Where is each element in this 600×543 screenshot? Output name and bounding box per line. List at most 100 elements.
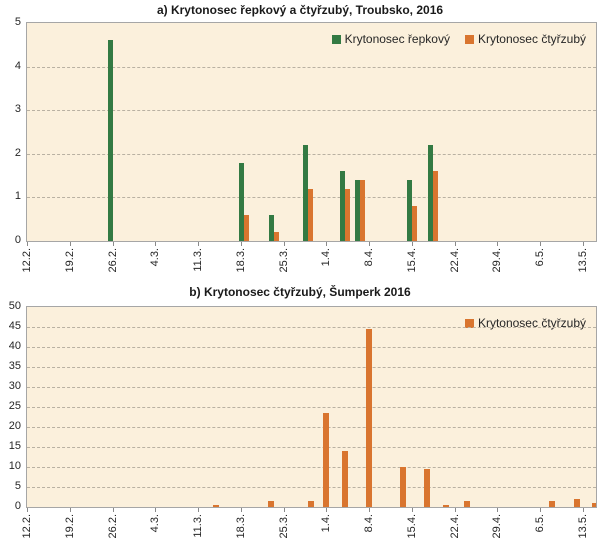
legend-label: Krytonosec řepkový: [344, 32, 450, 46]
bar-krytonosec-epkov-: [269, 214, 275, 241]
chart-b-plot-area: Krytonosec čtyřzubý: [26, 306, 597, 508]
x-tick-label: 18.3.: [234, 514, 247, 539]
x-tick: [454, 508, 456, 512]
bar-krytonosec-epkov-: [303, 145, 309, 241]
gridline: [27, 387, 596, 388]
x-tick: [283, 242, 285, 246]
bar-krytonosec-ty-zub-: [268, 501, 275, 507]
x-tick: [198, 242, 200, 246]
x-tick-label: 26.2.: [106, 248, 119, 273]
x-tick-label: 12.2.: [21, 514, 33, 539]
gridline: [27, 327, 596, 328]
legend-color-swatch: [464, 34, 474, 44]
legend-label: Krytonosec čtyřzubý: [477, 316, 586, 330]
x-tick-label: 4.3.: [149, 248, 162, 267]
x-tick-label: 25.3.: [277, 248, 290, 273]
x-tick-label: 15.4.: [405, 514, 418, 539]
gridline: [27, 467, 596, 468]
x-tick-label: 13.5.: [577, 248, 589, 273]
x-tick: [540, 508, 542, 512]
x-tick-label: 29.4.: [491, 514, 504, 539]
x-tick-label: 13.5.: [577, 514, 589, 539]
y-tick-label: 40: [8, 340, 21, 352]
x-tick: [369, 242, 371, 246]
x-tick-label: 12.2.: [21, 248, 33, 273]
y-tick-label: 50: [8, 300, 21, 312]
y-tick-label: 0: [14, 234, 21, 246]
chart-b-title: b) Krytonosec čtyřzubý, Šumperk 2016: [189, 285, 411, 299]
bar-krytonosec-ty-zub-: [433, 171, 439, 241]
x-tick: [112, 242, 114, 246]
y-tick-label: 5: [14, 16, 21, 28]
y-tick-label: 15: [8, 440, 21, 452]
x-tick: [369, 508, 371, 512]
bar-krytonosec-ty-zub-: [399, 467, 406, 507]
x-tick: [240, 508, 242, 512]
y-tick-label: 4: [14, 59, 21, 72]
legend-color-swatch: [331, 34, 341, 44]
legend-item: Krytonosec čtyřzubý: [464, 316, 586, 330]
y-tick-label: 20: [8, 420, 21, 432]
bar-krytonosec-epkov-: [238, 162, 244, 241]
x-tick: [155, 508, 157, 512]
x-tick-label: 11.3.: [192, 514, 205, 538]
chart-b: b) Krytonosec čtyřzubý, Šumperk 2016 Kry…: [0, 272, 600, 543]
gridline: [27, 447, 596, 448]
x-tick-label: 1.4.: [320, 248, 333, 267]
x-tick: [283, 508, 285, 512]
x-tick: [411, 508, 413, 512]
x-tick: [27, 508, 28, 512]
gridline: [27, 153, 596, 155]
y-tick-label: 45: [8, 320, 21, 332]
bar-krytonosec-ty-zub-: [592, 503, 596, 507]
x-tick-label: 8.4.: [363, 514, 376, 533]
y-tick-label: 1: [14, 190, 21, 203]
x-tick: [69, 508, 71, 512]
y-tick-label: 0: [14, 500, 21, 512]
y-tick-label: 35: [8, 360, 21, 372]
bar-krytonosec-epkov-: [354, 179, 360, 241]
x-tick-label: 15.4.: [405, 248, 418, 273]
bar-krytonosec-ty-zub-: [411, 206, 417, 241]
legend-item: Krytonosec řepkový: [331, 32, 450, 46]
bar-krytonosec-ty-zub-: [344, 188, 350, 241]
bar-krytonosec-ty-zub-: [274, 232, 280, 241]
bar-krytonosec-ty-zub-: [308, 501, 315, 507]
x-tick: [454, 242, 456, 246]
gridline: [27, 66, 596, 68]
x-tick: [326, 242, 328, 246]
legend-item: Krytonosec čtyřzubý: [464, 32, 586, 46]
x-tick-label: 1.4.: [320, 514, 333, 533]
x-tick: [411, 242, 413, 246]
x-tick: [497, 508, 499, 512]
bar-krytonosec-ty-zub-: [442, 505, 449, 507]
gridline: [27, 407, 596, 408]
bar-krytonosec-epkov-: [406, 179, 412, 241]
bar-krytonosec-epkov-: [339, 171, 345, 241]
x-tick: [583, 508, 584, 512]
x-tick-label: 26.2.: [106, 514, 119, 539]
y-tick-label: 3: [14, 103, 21, 116]
x-tick-label: 29.4.: [491, 248, 504, 273]
gridline: [27, 367, 596, 368]
legend-label: Krytonosec čtyřzubý: [477, 32, 586, 46]
x-tick: [540, 242, 542, 246]
x-tick: [69, 242, 71, 246]
x-tick: [155, 242, 157, 246]
bar-krytonosec-ty-zub-: [213, 505, 220, 507]
bar-krytonosec-ty-zub-: [308, 188, 314, 241]
x-tick: [583, 242, 584, 246]
y-tick-label: 30: [8, 380, 21, 392]
x-tick-label: 4.3.: [149, 514, 162, 533]
gridline: [27, 487, 596, 488]
gridline: [27, 110, 596, 112]
chart-a-title: a) Krytonosec řepkový a čtyřzubý, Troubs…: [156, 3, 444, 17]
gridline: [27, 347, 596, 348]
x-tick: [112, 508, 114, 512]
chart-b-legend: Krytonosec čtyřzubý: [464, 316, 586, 330]
gridline: [27, 427, 596, 428]
x-tick-label: 22.4.: [448, 248, 461, 273]
x-tick-label: 22.4.: [448, 514, 461, 539]
x-tick: [27, 242, 28, 246]
